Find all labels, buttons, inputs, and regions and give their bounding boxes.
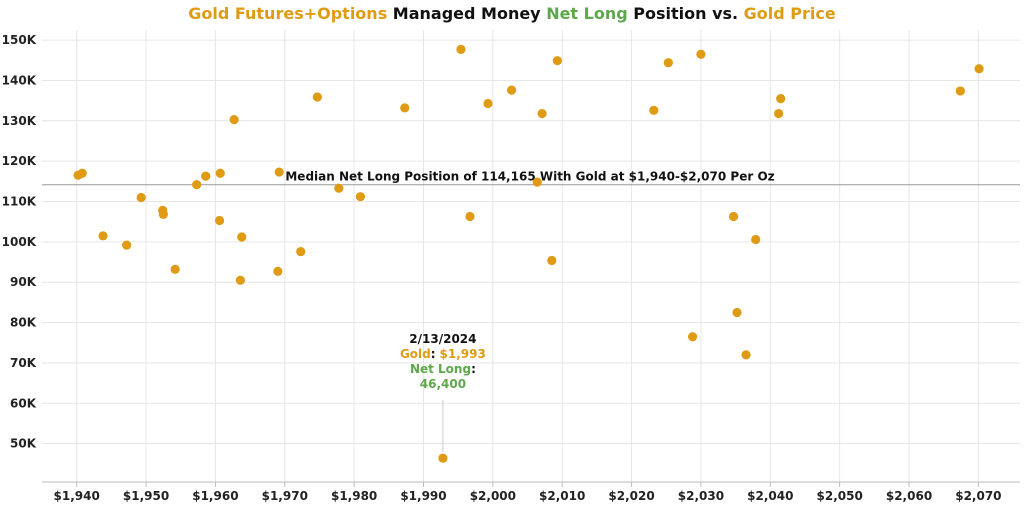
y-tick-label: 110K	[2, 195, 37, 209]
y-tick-label: 120K	[2, 154, 37, 168]
data-point	[98, 231, 108, 241]
data-point	[465, 211, 475, 222]
x-axis-ticks: $1,940 $1,950 $1,960 $1,970 $1,980 $1,990 $2,0…	[54, 482, 1002, 503]
title-part-5: Gold Price	[743, 4, 836, 23]
y-tick-label: 70K	[10, 356, 37, 370]
data-point	[732, 307, 742, 318]
data-point	[728, 211, 739, 222]
x-tick-label: $1,970	[262, 489, 308, 503]
data-point	[974, 64, 984, 74]
data-point	[438, 453, 448, 463]
data-point	[456, 44, 466, 54]
x-tick-label: $2,070	[955, 489, 1001, 503]
data-point	[751, 234, 761, 245]
data-point	[688, 332, 698, 342]
x-tick-label: $1,990	[400, 489, 446, 503]
annotation-gold-label: Gold	[400, 347, 431, 361]
title-part-4: Position vs.	[627, 4, 744, 23]
gridlines	[42, 30, 1020, 482]
data-points	[73, 44, 984, 463]
x-tick-label: $2,060	[886, 489, 932, 503]
data-point	[649, 105, 659, 115]
data-point	[552, 56, 562, 66]
data-point	[214, 215, 225, 226]
y-tick-label: 80K	[10, 316, 37, 330]
y-tick-label: 90K	[10, 275, 37, 289]
data-point	[274, 167, 284, 177]
x-tick-label: $2,020	[608, 489, 654, 503]
data-point	[170, 264, 180, 274]
data-point	[312, 92, 322, 102]
annotation-net-label: Net Long	[410, 362, 471, 376]
annotation-date: 2/13/2024	[409, 332, 476, 346]
y-tick-label: 100K	[2, 235, 37, 249]
data-point	[955, 86, 965, 96]
x-tick-label: $2,030	[678, 489, 724, 503]
data-point	[215, 168, 225, 178]
annotation-gold-colon: :	[431, 347, 436, 361]
data-point	[776, 94, 786, 104]
x-tick-label: $2,000	[470, 489, 516, 503]
data-point	[696, 49, 706, 59]
annotation-net-long: Net Long:	[410, 362, 476, 376]
data-point	[400, 103, 410, 113]
data-point	[122, 240, 132, 250]
annotation: 2/13/2024 Gold: $1,993 Net Long: 46,400	[400, 332, 486, 391]
chart-title: Gold Futures+Options Managed Money Net L…	[0, 4, 1024, 23]
data-point	[201, 171, 211, 181]
data-point	[547, 255, 557, 266]
data-point	[237, 232, 247, 242]
data-point	[774, 108, 784, 119]
x-tick-label: $2,010	[539, 489, 585, 503]
data-point	[663, 58, 673, 68]
y-tick-label: 140K	[2, 73, 37, 87]
x-tick-label: $2,040	[747, 489, 793, 503]
data-point	[273, 266, 283, 276]
data-point	[192, 179, 202, 190]
y-tick-label: 50K	[10, 437, 37, 451]
y-tick-label: 130K	[2, 114, 37, 128]
y-tick-label: 150K	[2, 33, 37, 47]
x-tick-label: $1,940	[54, 489, 100, 503]
x-tick-label: $1,950	[123, 489, 169, 503]
title-part-3: Net Long	[546, 4, 628, 23]
data-point	[229, 114, 239, 125]
data-point	[136, 192, 146, 203]
data-point	[483, 98, 493, 109]
data-point	[334, 183, 344, 193]
x-tick-label: $1,980	[331, 489, 377, 503]
title-part-1: Gold Futures+Options	[188, 4, 388, 23]
annotation-net-value: 46,400	[420, 377, 466, 391]
x-tick-label: $1,960	[192, 489, 238, 503]
title-part-2: Managed Money	[387, 4, 547, 23]
data-point	[537, 108, 547, 119]
annotation-gold: Gold: $1,993	[400, 347, 486, 361]
data-point	[741, 350, 751, 360]
data-point	[77, 168, 87, 178]
annotation-gold-value: $1,993	[440, 347, 486, 361]
y-axis-ticks: 50K 60K 70K 80K 90K 100K 110K 120K 130K 140K 150K	[2, 33, 37, 451]
data-point	[355, 192, 365, 202]
annotation-net-colon: :	[471, 362, 476, 376]
data-point	[296, 246, 306, 257]
data-point	[506, 85, 517, 95]
x-tick-label: $2,050	[817, 489, 863, 503]
data-point	[158, 209, 168, 220]
median-label: Median Net Long Position of 114,165 With…	[285, 170, 774, 184]
y-tick-label: 60K	[10, 396, 37, 410]
data-point	[235, 275, 245, 285]
data-point	[532, 177, 542, 187]
